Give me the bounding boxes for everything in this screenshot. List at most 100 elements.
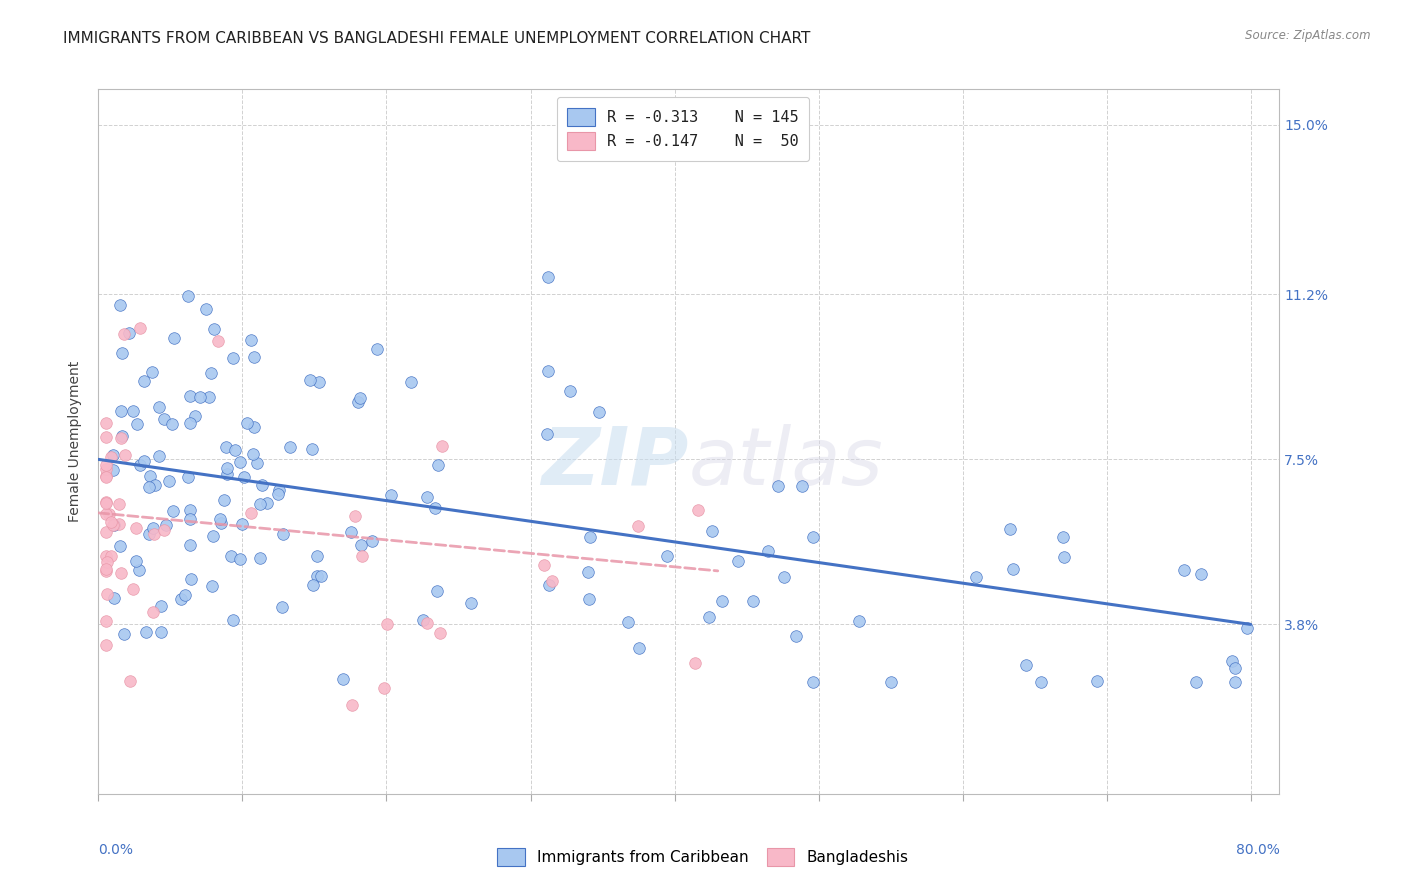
Point (94, 549, 117, 563)
Point (128, 563, 150, 577)
Point (112, 626, 135, 640)
Point (533, 558, 555, 573)
Point (1085, 673, 1108, 688)
Point (416, 490, 439, 504)
Point (756, 544, 779, 558)
Point (250, 478, 273, 492)
Point (380, 488, 402, 502)
Point (588, 405, 610, 419)
Point (103, 591, 125, 606)
Point (426, 584, 449, 599)
Point (249, 551, 271, 566)
Point (540, 574, 562, 589)
Point (536, 426, 558, 441)
Point (94, 495, 117, 509)
Point (792, 479, 814, 493)
Point (686, 502, 709, 516)
Point (94, 458, 117, 473)
Point (426, 458, 449, 472)
Point (148, 401, 170, 415)
Point (179, 416, 201, 430)
Point (1015, 658, 1038, 673)
Point (110, 431, 132, 445)
Point (125, 521, 148, 535)
Point (214, 492, 236, 507)
Point (135, 625, 157, 640)
Point (111, 429, 134, 443)
Point (1225, 675, 1247, 690)
Point (179, 389, 201, 403)
Text: Source: ZipAtlas.com: Source: ZipAtlas.com (1246, 29, 1371, 42)
Point (340, 698, 363, 712)
Point (308, 376, 330, 390)
Point (134, 453, 156, 467)
Point (176, 289, 198, 303)
Point (94, 430, 117, 444)
Point (302, 578, 325, 592)
Point (142, 521, 165, 535)
Point (160, 417, 183, 431)
Legend: R = -0.313    N = 145, R = -0.147    N =  50: R = -0.313 N = 145, R = -0.147 N = 50 (557, 97, 810, 161)
Point (208, 512, 231, 526)
Point (1184, 675, 1206, 690)
Point (217, 461, 239, 475)
Point (1173, 563, 1195, 577)
Point (179, 511, 201, 525)
Point (100, 549, 122, 563)
Point (256, 496, 278, 510)
Point (94, 462, 117, 476)
Point (307, 549, 329, 563)
Point (142, 605, 165, 619)
Point (129, 458, 152, 472)
Point (1225, 661, 1247, 675)
Point (278, 441, 301, 455)
Text: ZIP: ZIP (541, 424, 689, 501)
Point (201, 579, 224, 593)
Point (94, 469, 117, 483)
Point (375, 616, 398, 631)
Point (558, 384, 581, 399)
Point (162, 331, 184, 345)
Point (343, 509, 366, 524)
Point (179, 503, 201, 517)
Point (423, 501, 446, 516)
Point (848, 614, 870, 628)
Text: atlas: atlas (689, 424, 884, 501)
Point (242, 447, 264, 461)
Point (180, 572, 202, 586)
Point (229, 551, 252, 566)
Point (103, 518, 125, 533)
Point (627, 518, 650, 533)
Point (101, 449, 124, 463)
Point (110, 539, 132, 553)
Point (772, 570, 794, 584)
Point (94, 525, 117, 540)
Point (683, 657, 706, 671)
Point (125, 554, 148, 568)
Point (801, 675, 824, 690)
Point (114, 448, 136, 462)
Point (94, 416, 117, 430)
Point (727, 554, 749, 568)
Point (655, 549, 678, 563)
Point (332, 672, 354, 686)
Point (188, 390, 211, 404)
Point (879, 675, 901, 690)
Point (184, 409, 207, 423)
Point (132, 374, 155, 388)
Point (1029, 675, 1052, 690)
Point (240, 334, 263, 348)
Point (122, 403, 145, 417)
Point (221, 549, 243, 563)
Point (118, 674, 141, 689)
Point (179, 538, 201, 552)
Point (101, 463, 124, 477)
Point (170, 592, 193, 607)
Point (200, 366, 222, 380)
Point (578, 591, 600, 606)
Point (108, 298, 131, 312)
Point (94, 507, 117, 521)
Point (118, 326, 141, 340)
Point (270, 600, 292, 615)
Point (198, 390, 221, 404)
